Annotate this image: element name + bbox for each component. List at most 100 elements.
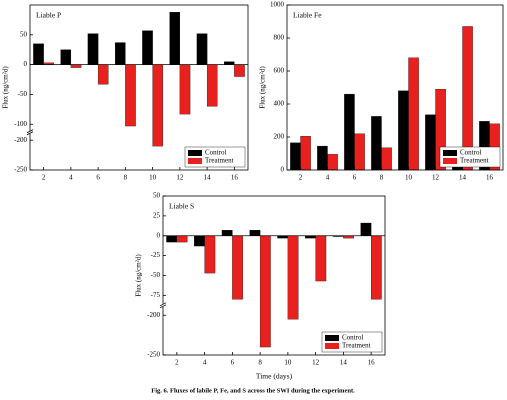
legend-label: Control: [342, 334, 363, 342]
plot-frame: [29, 4, 249, 171]
legend-swatch: [443, 158, 457, 164]
x-tick-label: 12: [312, 359, 320, 367]
bar: [196, 33, 208, 65]
bar: [327, 154, 338, 171]
x-tick-label: 6: [96, 174, 100, 182]
bar: [179, 64, 191, 115]
x-tick-label: 8: [380, 174, 384, 182]
bar: [221, 230, 233, 236]
bar: [408, 57, 419, 171]
plot-frame: [162, 195, 386, 356]
legend-label: Control: [460, 149, 481, 157]
bar: [300, 136, 311, 171]
bar: [87, 33, 99, 65]
plot-frame: [286, 4, 504, 171]
bar: [425, 114, 436, 171]
bar: [371, 116, 382, 171]
bar: [224, 61, 235, 65]
y-tick-label: 200: [274, 133, 285, 141]
x-tick-label: 4: [69, 174, 73, 182]
panel-title: Liable Fe: [293, 11, 322, 20]
y-tick-label: 25: [153, 211, 161, 219]
bar: [287, 235, 299, 320]
y-tick-label: 0: [24, 60, 28, 68]
legend-swatch: [325, 343, 339, 349]
legend-label: Treatment: [342, 342, 371, 350]
y-tick-label: 0: [157, 231, 161, 239]
bar: [33, 43, 44, 65]
y-tick-label: 50: [20, 30, 28, 38]
legend-swatch: [188, 158, 202, 164]
y-tick-label: 600: [274, 67, 285, 75]
axis-break-gap: [27, 130, 33, 134]
x-tick-label: 14: [459, 174, 467, 182]
x-tick-label: 16: [231, 174, 239, 182]
bar: [166, 235, 178, 243]
bar: [232, 235, 243, 300]
bar: [176, 235, 188, 243]
y-tick-label: 800: [274, 34, 285, 42]
y-tick-label: -50: [18, 90, 28, 98]
bar: [354, 133, 365, 171]
bar: [152, 64, 163, 147]
legend-swatch: [325, 335, 339, 341]
bar: [315, 235, 327, 282]
bar: [370, 235, 382, 300]
legend-label: Treatment: [205, 157, 234, 165]
y-tick-label: -100: [14, 120, 27, 128]
bar: [398, 90, 409, 171]
bar: [317, 145, 328, 171]
x-tick-label: 10: [284, 359, 292, 367]
x-tick-label: 10: [405, 174, 413, 182]
x-tick-label: 2: [299, 174, 303, 182]
x-tick-label: 8: [258, 359, 262, 367]
x-tick-label: 6: [353, 174, 357, 182]
x-axis-label: Time (days): [256, 372, 293, 381]
bar: [234, 64, 245, 77]
x-tick-label: 4: [326, 174, 330, 182]
y-axis-label: Flux (ng/cm²d): [135, 254, 143, 297]
axis-break: [159, 304, 167, 309]
bar: [381, 147, 392, 171]
y-tick-label: -50: [151, 271, 161, 279]
bar: [249, 230, 261, 236]
x-tick-label: 2: [175, 359, 179, 367]
bar: [115, 42, 126, 65]
x-tick-label: 8: [124, 174, 128, 182]
x-tick-label: 14: [204, 174, 212, 182]
bar: [70, 64, 82, 68]
y-axis-label: Flux (ng/cm²d): [2, 66, 10, 109]
axis-break: [159, 302, 167, 307]
x-tick-label: 2: [42, 174, 46, 182]
y-tick-label: -200: [14, 136, 27, 144]
legend-label: Treatment: [460, 157, 489, 165]
y-tick-label: 400: [274, 100, 285, 108]
bar: [344, 93, 355, 171]
y-tick-label: -250: [14, 166, 27, 174]
y-axis-label: Flux (ng/cm²d): [259, 66, 267, 109]
y-tick-label: -250: [147, 351, 160, 359]
axis-break-gap: [160, 303, 166, 307]
x-tick-label: 14: [340, 359, 348, 367]
bar: [259, 235, 271, 348]
y-tick-label: -200: [147, 311, 160, 319]
bar: [290, 142, 301, 171]
bar: [60, 49, 72, 65]
y-tick-label: 1000: [270, 1, 285, 9]
legend-swatch: [443, 150, 457, 156]
x-tick-label: 16: [486, 174, 494, 182]
x-tick-label: 12: [176, 174, 184, 182]
bar: [142, 30, 153, 65]
panel-title: Liable S: [169, 202, 194, 211]
bar: [194, 235, 205, 247]
x-tick-label: 10: [149, 174, 157, 182]
x-tick-label: 6: [231, 359, 235, 367]
bar: [97, 64, 109, 85]
x-tick-label: 16: [368, 359, 376, 367]
panel-title: Liable P: [36, 11, 61, 20]
y-tick-label: 0: [281, 166, 285, 174]
bar: [169, 12, 181, 65]
axis-break: [26, 131, 34, 136]
y-tick-label: -25: [151, 251, 161, 259]
